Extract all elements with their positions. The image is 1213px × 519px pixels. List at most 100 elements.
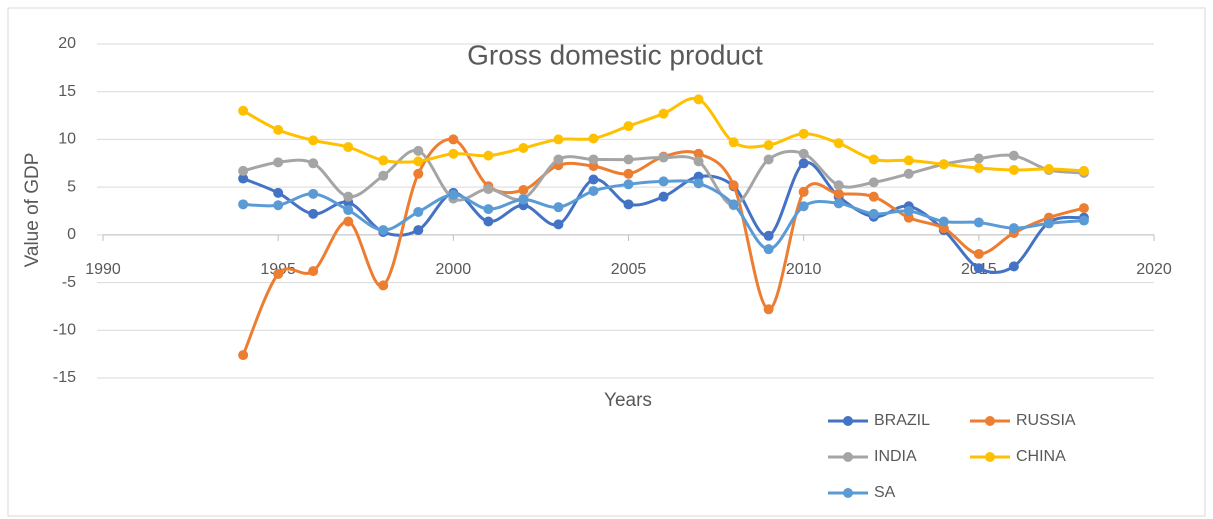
data-point — [833, 138, 844, 149]
data-point — [658, 152, 669, 163]
data-point — [1008, 223, 1019, 234]
data-point — [798, 128, 809, 139]
data-point — [1008, 261, 1019, 272]
data-point — [1043, 164, 1054, 175]
data-point — [238, 165, 249, 176]
data-point — [1078, 215, 1089, 226]
data-point — [553, 154, 564, 165]
data-point — [798, 186, 809, 197]
data-point — [343, 205, 354, 216]
x-tick-label: 1990 — [85, 261, 121, 278]
data-point — [1008, 164, 1019, 175]
data-point — [693, 156, 704, 167]
data-point — [798, 158, 809, 169]
data-point — [553, 219, 564, 230]
data-point — [273, 124, 284, 135]
data-point — [238, 173, 249, 184]
data-point — [973, 153, 984, 164]
data-point — [763, 304, 774, 315]
data-point — [833, 180, 844, 191]
data-point — [378, 155, 389, 166]
y-tick-label: -5 — [62, 274, 76, 291]
data-point — [413, 145, 424, 156]
x-tick-label: 2010 — [786, 261, 822, 278]
legend-label: RUSSIA — [1016, 412, 1076, 429]
legend-label: BRAZIL — [874, 412, 930, 429]
data-point — [938, 159, 949, 170]
data-point — [623, 121, 634, 132]
x-tick-label: 2005 — [611, 261, 647, 278]
data-point — [623, 168, 634, 179]
data-point — [588, 154, 599, 165]
legend-label: SA — [874, 484, 896, 501]
data-point — [413, 156, 424, 167]
data-point — [973, 263, 984, 274]
data-point — [658, 176, 669, 187]
data-point — [903, 206, 914, 216]
data-point — [308, 266, 319, 277]
data-point — [588, 174, 599, 185]
data-point — [693, 178, 704, 189]
data-point — [413, 225, 424, 236]
legend-marker — [843, 452, 853, 462]
data-point — [798, 148, 809, 159]
y-tick-label: 0 — [67, 226, 76, 243]
data-point — [728, 180, 739, 191]
data-point — [1078, 165, 1089, 176]
data-point — [763, 230, 774, 241]
data-point — [973, 248, 984, 259]
y-tick-label: 5 — [67, 178, 76, 195]
data-point — [1043, 218, 1054, 229]
data-point — [273, 157, 284, 168]
y-axis-title: Value of GDP — [22, 153, 43, 268]
data-point — [588, 133, 599, 144]
legend-marker — [985, 416, 995, 426]
data-point — [343, 216, 354, 227]
y-tick-label: -10 — [53, 322, 76, 339]
data-point — [938, 216, 949, 227]
data-point — [378, 225, 389, 236]
data-point — [483, 216, 494, 227]
data-point — [658, 108, 669, 119]
legend-marker — [843, 488, 853, 498]
data-point — [448, 189, 459, 200]
data-point — [343, 191, 354, 202]
data-point — [518, 143, 529, 154]
data-point — [518, 194, 529, 205]
data-point — [868, 177, 879, 188]
data-point — [413, 168, 424, 179]
data-point — [518, 185, 529, 196]
data-point — [378, 280, 389, 291]
data-point — [483, 204, 494, 215]
data-point — [413, 206, 424, 217]
data-point — [483, 184, 494, 195]
data-point — [273, 268, 284, 279]
data-point — [623, 199, 634, 210]
data-point — [308, 188, 319, 199]
data-point — [973, 217, 984, 228]
y-tick-label: 20 — [58, 35, 76, 52]
data-point — [623, 154, 634, 165]
legend-marker — [985, 452, 995, 462]
y-tick-label: -15 — [53, 369, 76, 386]
data-point — [868, 154, 879, 165]
data-point — [238, 105, 249, 116]
data-point — [483, 150, 494, 161]
data-point — [728, 199, 739, 210]
data-point — [273, 187, 284, 198]
x-tick-label: 2000 — [436, 261, 472, 278]
data-point — [833, 188, 844, 199]
data-point — [833, 198, 844, 209]
data-point — [973, 163, 984, 174]
data-point — [238, 199, 249, 210]
data-point — [238, 350, 249, 361]
x-axis-title: Years — [604, 390, 652, 411]
data-point — [273, 200, 284, 211]
chart-border — [7, 7, 1206, 517]
data-point — [763, 140, 774, 151]
y-tick-label: 15 — [58, 83, 76, 100]
legend-label: CHINA — [1016, 448, 1066, 465]
x-tick-label: 2020 — [1136, 261, 1172, 278]
